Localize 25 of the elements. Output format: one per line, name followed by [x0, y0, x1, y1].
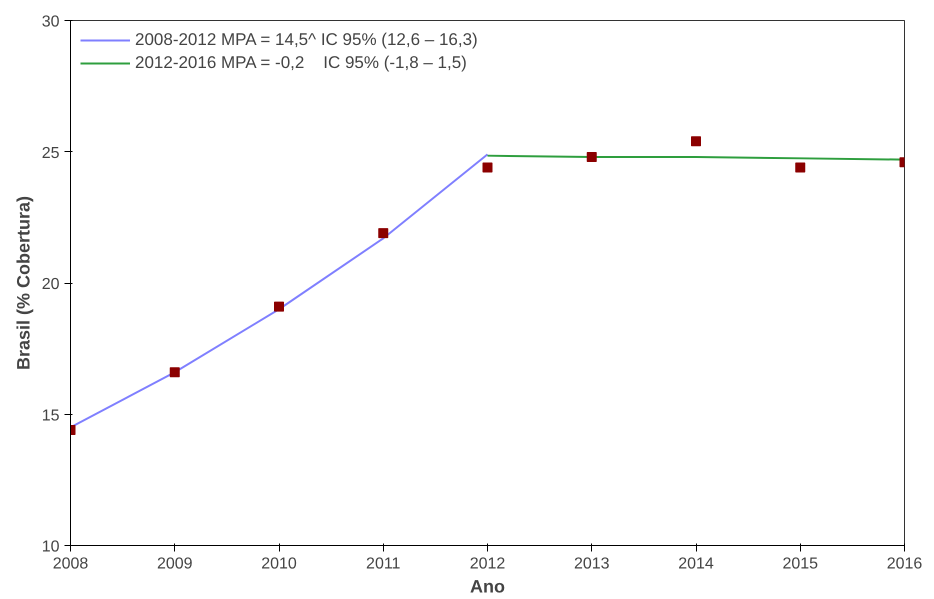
x-tick-label: 2009: [156, 556, 193, 572]
y-tick-label: 20: [42, 276, 60, 293]
x-axis-title: Ano: [470, 576, 506, 596]
x-tick-label: 2011: [366, 556, 401, 572]
point: [586, 152, 597, 162]
point: [795, 162, 806, 172]
x-tick-label: 2015: [782, 556, 818, 572]
x-tick-label: 2012: [470, 556, 506, 572]
x-tick-label: 2010: [261, 556, 297, 572]
x-tick-label: 2013: [574, 556, 610, 572]
point: [170, 367, 180, 378]
point: [274, 302, 284, 312]
point: [378, 228, 388, 238]
y-tick-label: 30: [42, 14, 60, 30]
y-tick-label: 25: [42, 144, 60, 162]
x-tick-label: 2014: [678, 556, 714, 572]
x-tick-label: 2016: [886, 556, 922, 572]
y-axis-title: Brasil (% Cobertura): [14, 196, 34, 370]
legend-label: 2008-2012 MPA = 14,5^ IC 95% (12,6 – 16,3): [135, 30, 478, 50]
y-tick-label: 15: [42, 407, 60, 424]
x-tick-label: 2008: [52, 556, 88, 572]
point: [691, 136, 701, 146]
point: [482, 162, 492, 172]
y-tick-label: 10: [42, 538, 60, 556]
legend-label: 2012-2016 MPA = -0,2 IC 95% (-1,8 – 1,5): [135, 53, 467, 73]
